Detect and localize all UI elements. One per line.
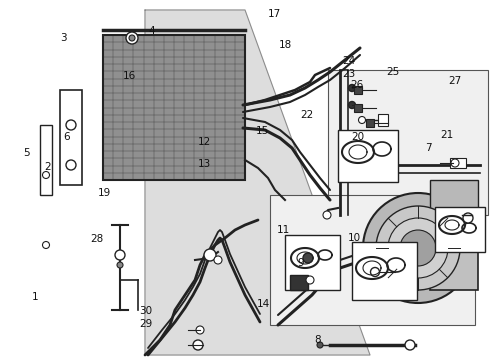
Text: 17: 17: [268, 9, 281, 19]
Text: 23: 23: [342, 69, 356, 79]
Bar: [354, 104, 362, 112]
Text: 5: 5: [24, 148, 30, 158]
Circle shape: [348, 85, 356, 91]
Bar: [430, 180, 478, 225]
Text: 29: 29: [139, 319, 153, 329]
Bar: [60, 90, 82, 185]
Circle shape: [370, 267, 379, 276]
Bar: [366, 119, 374, 127]
Circle shape: [196, 326, 204, 334]
Bar: [430, 210, 478, 290]
Text: 14: 14: [257, 299, 270, 309]
Text: 1: 1: [32, 292, 39, 302]
Circle shape: [405, 340, 415, 350]
Circle shape: [451, 159, 459, 167]
Text: 4: 4: [148, 26, 155, 36]
Bar: [290, 275, 308, 290]
Circle shape: [463, 213, 473, 223]
Text: 21: 21: [440, 130, 454, 140]
Circle shape: [193, 340, 203, 350]
Bar: [354, 86, 362, 94]
Text: 28: 28: [90, 234, 103, 244]
Circle shape: [66, 120, 76, 130]
Circle shape: [348, 102, 356, 108]
Bar: [270, 195, 475, 325]
Text: 11: 11: [276, 225, 290, 235]
Circle shape: [303, 253, 313, 263]
Text: 27: 27: [448, 76, 462, 86]
Circle shape: [388, 218, 448, 278]
Bar: [40, 125, 52, 195]
Text: 12: 12: [198, 137, 212, 147]
Circle shape: [126, 32, 138, 44]
Circle shape: [363, 193, 473, 303]
Text: 22: 22: [300, 110, 314, 120]
Text: 30: 30: [140, 306, 152, 316]
Bar: [338, 130, 398, 182]
Bar: [435, 207, 485, 252]
Circle shape: [317, 342, 323, 348]
Circle shape: [323, 211, 331, 219]
Bar: [285, 235, 340, 290]
Text: 10: 10: [348, 233, 361, 243]
Text: 13: 13: [198, 159, 212, 169]
Circle shape: [66, 160, 76, 170]
Text: 16: 16: [123, 71, 137, 81]
Text: 2: 2: [45, 162, 51, 172]
Circle shape: [306, 276, 314, 284]
Text: 20: 20: [351, 132, 364, 142]
Text: 9: 9: [297, 258, 304, 268]
Circle shape: [115, 250, 125, 260]
Polygon shape: [103, 35, 245, 180]
Circle shape: [43, 242, 49, 248]
Circle shape: [129, 35, 135, 41]
Text: 7: 7: [425, 143, 432, 153]
Circle shape: [204, 249, 216, 261]
Text: 18: 18: [278, 40, 292, 50]
Text: 3: 3: [60, 33, 67, 43]
Bar: [328, 70, 488, 215]
Text: 15: 15: [255, 126, 269, 136]
Text: 6: 6: [63, 132, 70, 142]
Bar: [378, 114, 388, 126]
Text: 24: 24: [342, 56, 356, 66]
Circle shape: [214, 256, 222, 264]
Bar: [352, 242, 417, 300]
Text: 19: 19: [98, 188, 111, 198]
Circle shape: [376, 206, 460, 290]
Circle shape: [400, 230, 436, 266]
Circle shape: [359, 117, 366, 123]
Polygon shape: [145, 10, 370, 355]
Text: 8: 8: [314, 335, 321, 345]
Text: 26: 26: [350, 80, 364, 90]
Circle shape: [43, 171, 49, 179]
Text: 25: 25: [386, 67, 400, 77]
Bar: [450, 158, 466, 168]
Circle shape: [117, 262, 123, 268]
